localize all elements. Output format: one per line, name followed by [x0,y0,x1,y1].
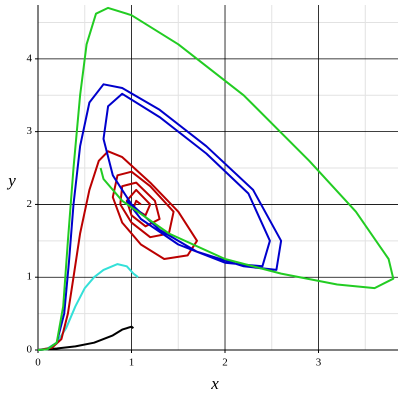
x-tick-label: 0 [35,357,41,369]
y-tick-label: 4 [27,52,33,64]
y-axis-label: y [6,171,16,190]
x-axis-label: x [210,374,219,393]
y-tick-label: 1 [27,271,33,283]
x-tick-label: 2 [222,357,228,369]
y-tick-label: 2 [27,198,33,210]
y-tick-label: 3 [27,125,33,137]
x-tick-label: 3 [316,357,322,369]
trajectory [37,325,135,351]
trajectory [37,83,283,351]
x-tick-label: 1 [129,357,135,369]
y-tick-label: 0 [27,344,33,356]
trajectory [37,6,395,351]
